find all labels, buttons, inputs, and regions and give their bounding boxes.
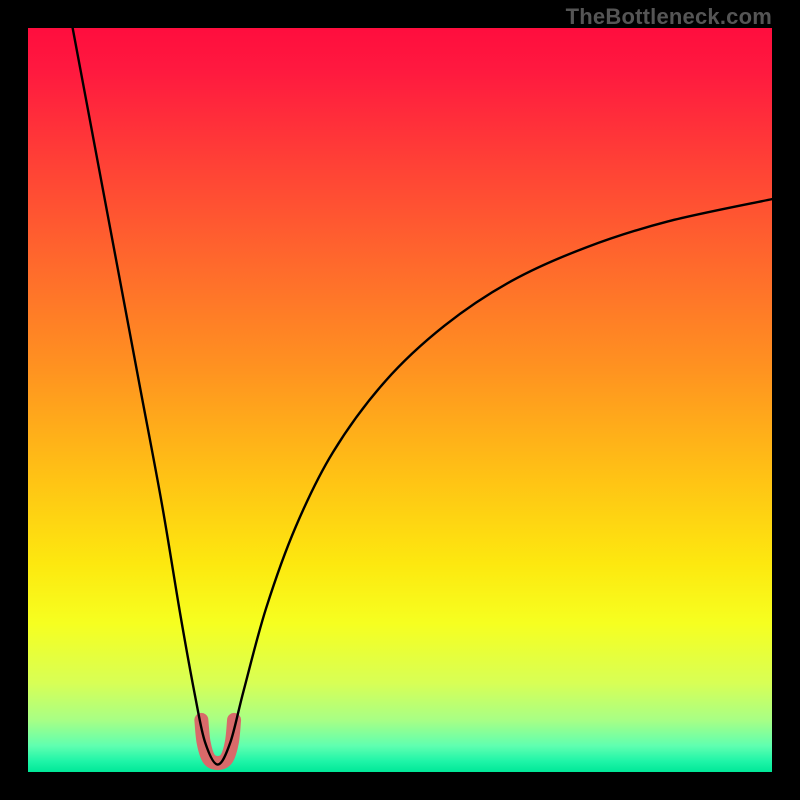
valley-marker: [201, 720, 234, 763]
plot-area: [28, 28, 772, 772]
curve-layer: [28, 28, 772, 772]
bottleneck-curve: [73, 28, 772, 765]
attribution-label: TheBottleneck.com: [566, 4, 772, 30]
